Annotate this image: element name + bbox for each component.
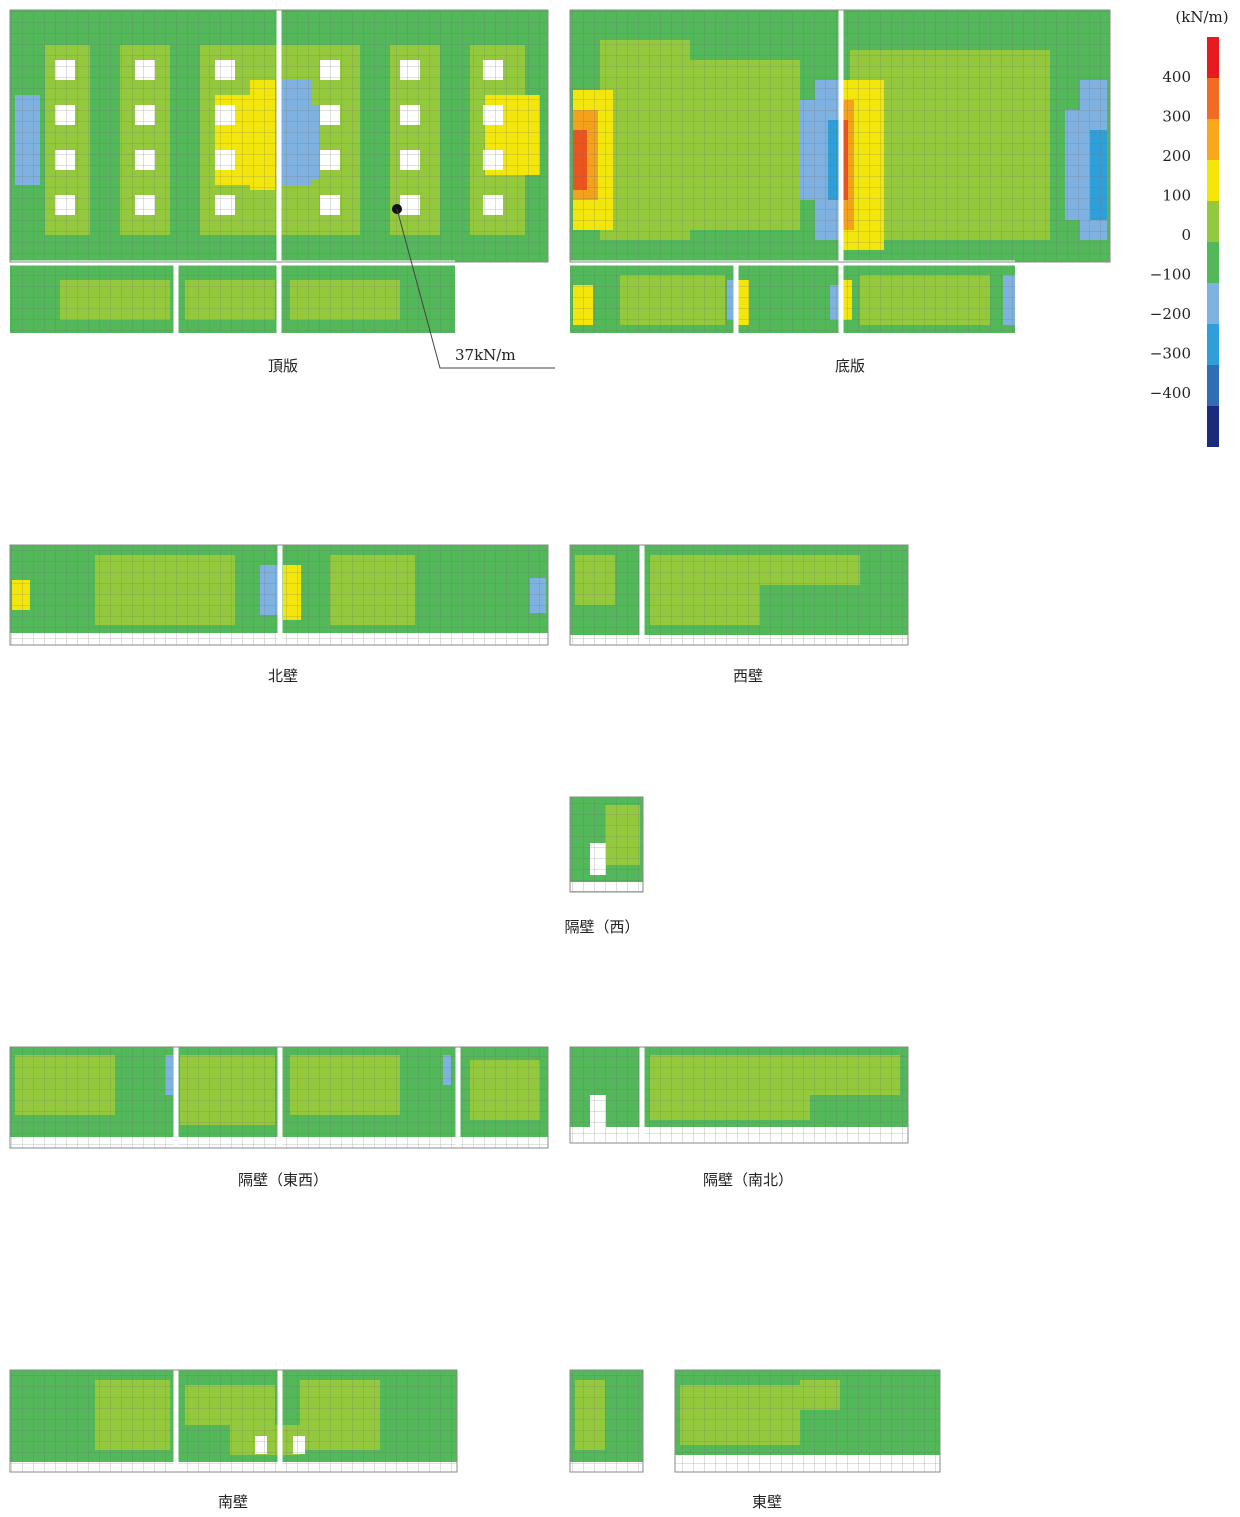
panel-label: 頂版 [268, 357, 298, 375]
panel-label: 底版 [835, 357, 865, 375]
panel-label: 南壁 [218, 1493, 248, 1511]
legend-tick-label: −400 [1150, 384, 1191, 402]
panel-label: 隔壁（南北） [703, 1171, 793, 1189]
legend-tick-label: 0 [1181, 226, 1191, 244]
annotation: 37kN/m [455, 346, 516, 364]
south-wall: 南壁 [9, 1369, 458, 1511]
legend-tick-label: 200 [1162, 147, 1191, 165]
panel-label: 北壁 [268, 667, 298, 685]
panel-label: 隔壁（東西） [238, 1171, 328, 1189]
top-slab: 37kN/m 頂版 [9, 9, 555, 375]
partition-east-west: 隔壁（東西） [9, 1046, 549, 1189]
legend-tick-label: 300 [1162, 108, 1191, 126]
east-wall: 東壁 [569, 1369, 941, 1511]
panel-label: 西壁 [733, 667, 763, 685]
west-wall: 西壁 [569, 544, 909, 685]
panel-label: 隔壁（西） [564, 918, 639, 936]
legend-tick-label: −300 [1150, 345, 1191, 363]
bottom-slab: 底版 [569, 9, 1111, 375]
color-legend: (kN/m) 400 300 200 100 0 −100 −200 −300 −400 [1150, 8, 1229, 447]
legend-tick-label: −100 [1150, 266, 1191, 284]
legend-tick-label: −200 [1150, 305, 1191, 323]
legend-unit: (kN/m) [1175, 8, 1228, 26]
panel-label: 東壁 [752, 1493, 782, 1511]
legend-tick-label: 400 [1162, 68, 1191, 86]
partition-north-south: 隔壁（南北） [569, 1046, 909, 1189]
partition-west: 隔壁（西） [564, 796, 644, 936]
north-wall: 北壁 [9, 544, 549, 685]
legend-tick-label: 100 [1162, 187, 1191, 205]
